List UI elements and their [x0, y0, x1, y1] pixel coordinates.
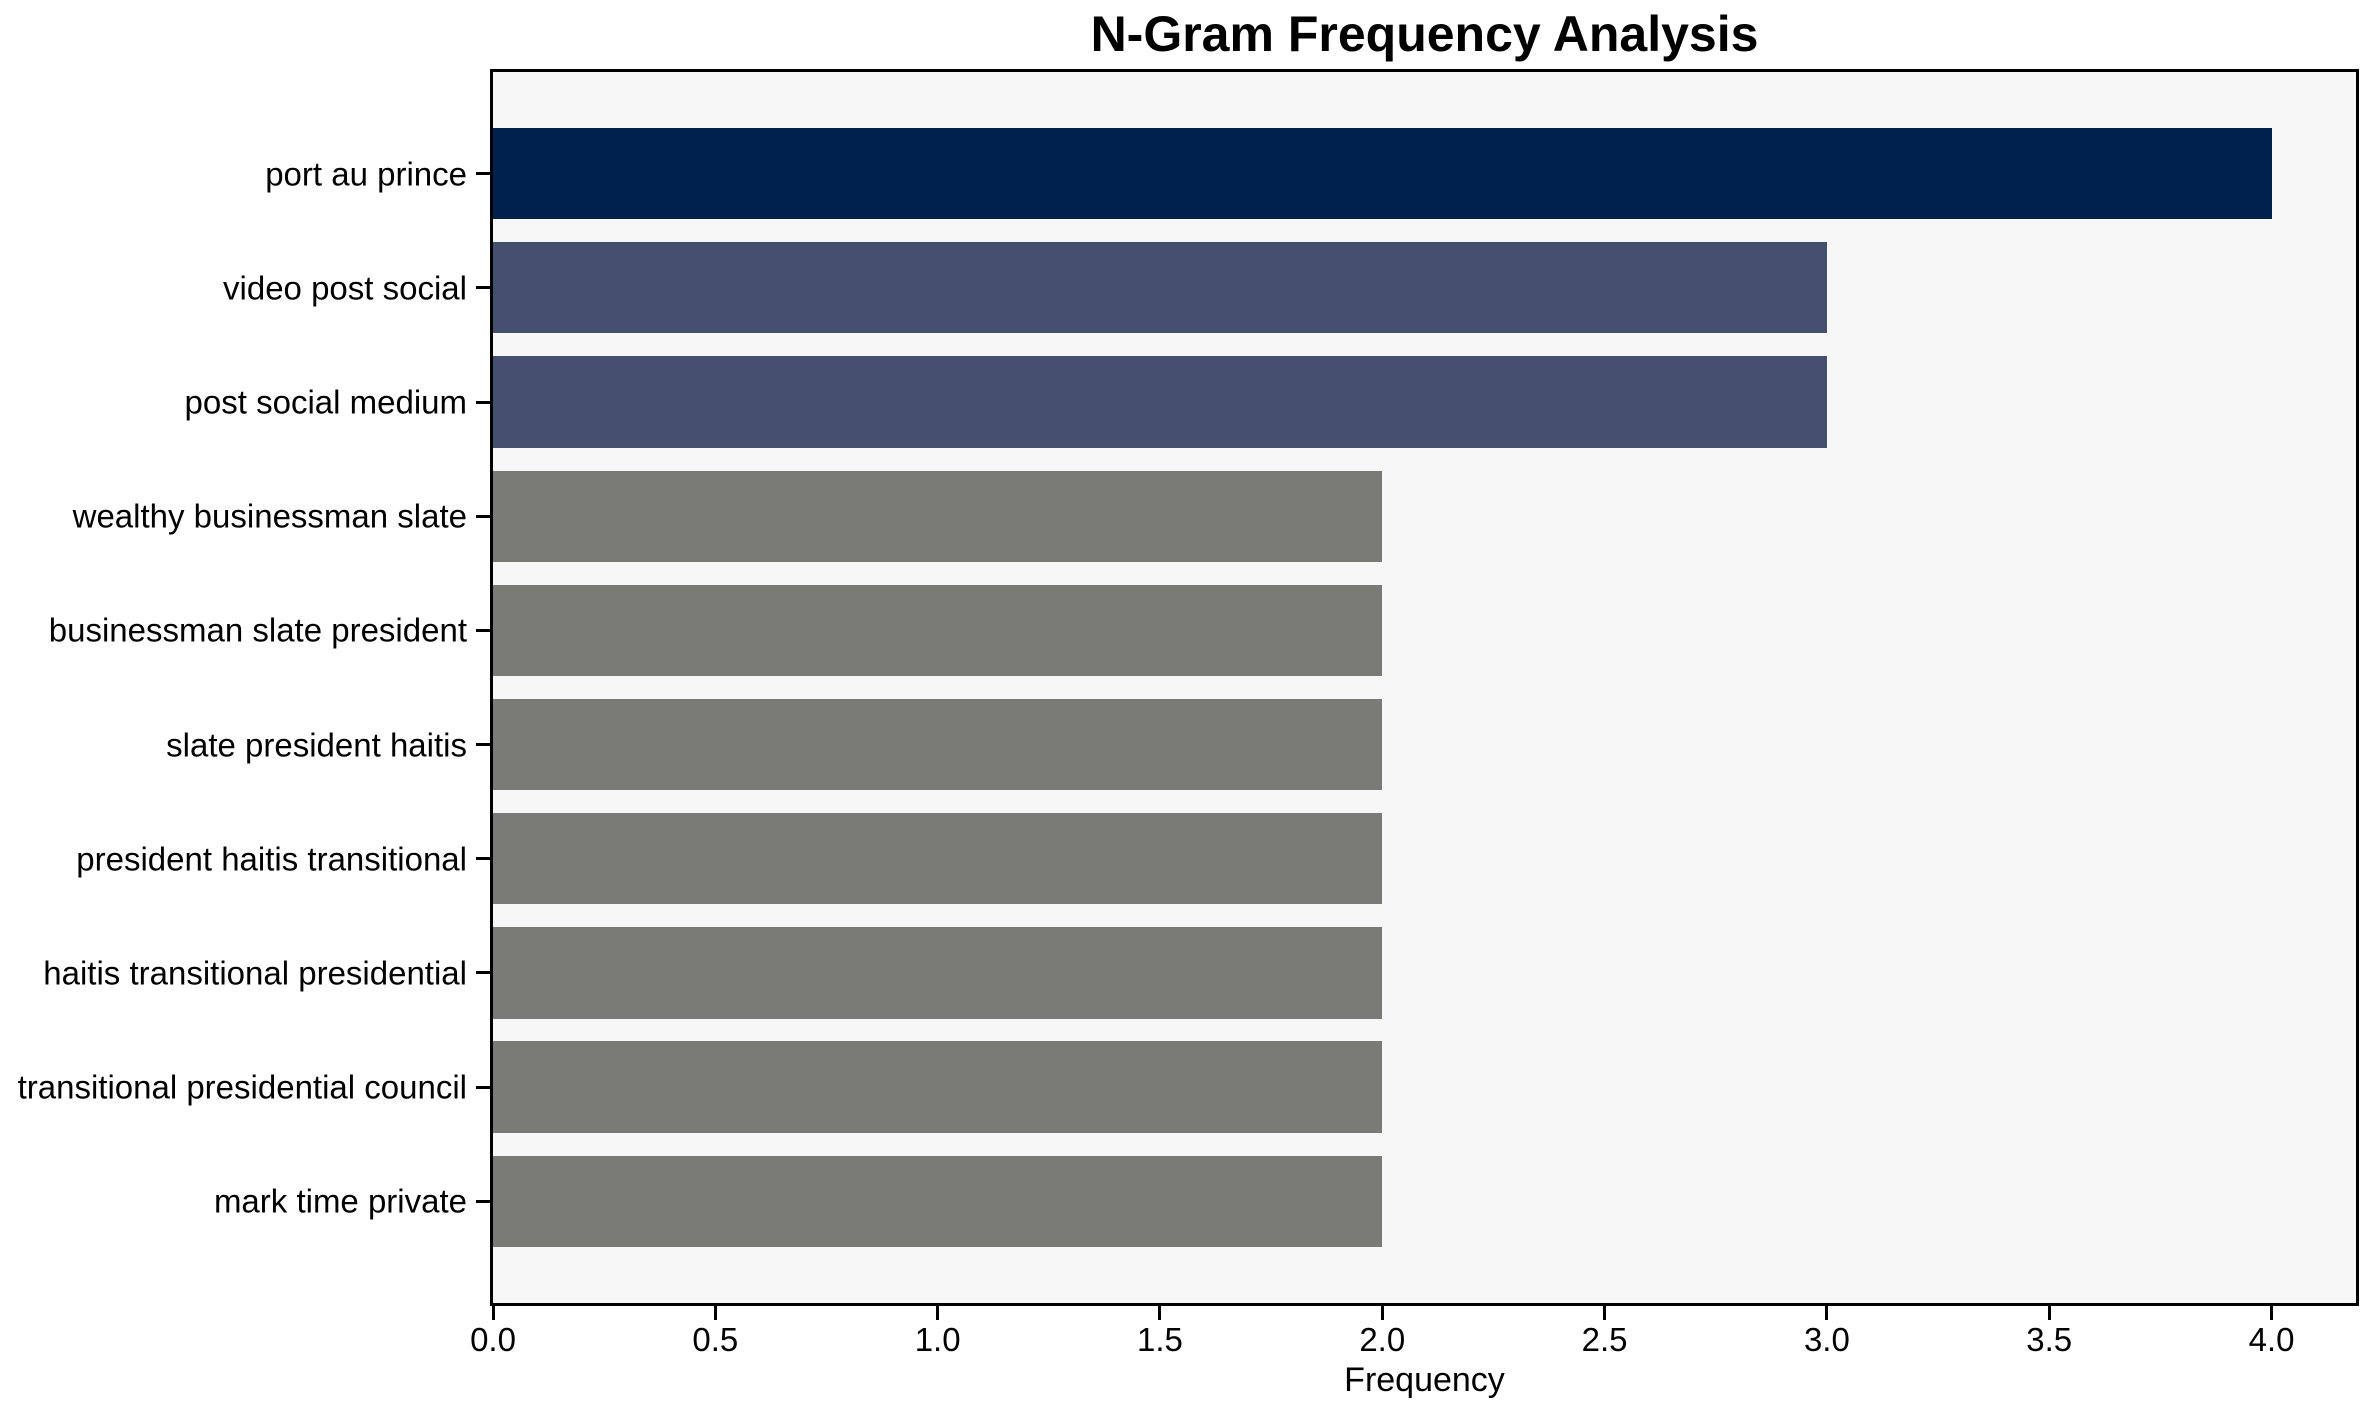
y-tick: [476, 628, 490, 632]
y-tick: [476, 514, 490, 518]
x-axis-title: Frequency: [1344, 1361, 1505, 1399]
plot-area: [490, 69, 2359, 1306]
bar-wealthy-businessman-slate: [493, 470, 1383, 562]
chart-title: N-Gram Frequency Analysis: [1090, 6, 1759, 62]
y-tick-label: businessman slate president: [48, 611, 467, 649]
y-tick-label: mark time private: [213, 1182, 467, 1220]
x-tick-label: 3.5: [2026, 1321, 2073, 1358]
y-tick-label: video post social: [223, 269, 467, 307]
x-tick: [1380, 1306, 1384, 1320]
y-tick-label: president haitis transitional: [76, 840, 467, 878]
x-tick-label: 0.5: [692, 1321, 739, 1358]
x-tick-label: 1.0: [914, 1321, 961, 1358]
x-tick: [1603, 1306, 1607, 1320]
x-tick-label: 0.0: [470, 1321, 516, 1358]
y-tick-label: post social medium: [184, 383, 467, 421]
x-tick-label: 2.0: [1359, 1321, 1406, 1358]
x-tick-label: 2.5: [1581, 1321, 1628, 1358]
y-tick: [476, 1085, 490, 1089]
y-tick: [476, 857, 490, 861]
y-tick-label: wealthy businessman slate: [72, 497, 467, 535]
y-tick: [476, 971, 490, 975]
x-tick-label: 4.0: [2248, 1321, 2295, 1358]
y-tick: [476, 1199, 490, 1203]
x-tick: [2047, 1306, 2051, 1320]
bar-post-social-medium: [493, 356, 1827, 448]
x-tick-label: 1.5: [1137, 1321, 1183, 1358]
bar-mark-time-private: [493, 1155, 1383, 1248]
bar-slate-president-haitis: [493, 698, 1383, 791]
bar-president-haitis-transitional: [493, 813, 1383, 905]
bars-layer: [493, 72, 2356, 1303]
y-tick: [476, 286, 490, 290]
x-tick: [491, 1306, 495, 1320]
x-tick-label: 3.0: [1803, 1321, 1850, 1358]
bar-haitis-transitional-presidential: [493, 927, 1383, 1019]
y-tick: [476, 172, 490, 176]
bar-video-post-social: [493, 242, 1827, 334]
y-tick-label: haitis transitional presidential: [43, 954, 467, 992]
x-tick: [1825, 1306, 1829, 1320]
x-tick: [713, 1306, 717, 1320]
y-tick-label: port au prince: [265, 155, 467, 193]
y-tick: [476, 400, 490, 404]
y-tick: [476, 743, 490, 747]
y-tick-label: transitional presidential council: [17, 1068, 467, 1106]
bar-businessman-slate-president: [493, 584, 1383, 677]
y-tick-label: slate president haitis: [166, 726, 467, 764]
x-tick: [936, 1306, 940, 1320]
bar-transitional-presidential-council: [493, 1041, 1383, 1133]
x-tick: [1158, 1306, 1162, 1320]
x-tick: [2270, 1306, 2274, 1320]
bar-port-au-prince: [493, 127, 2272, 220]
